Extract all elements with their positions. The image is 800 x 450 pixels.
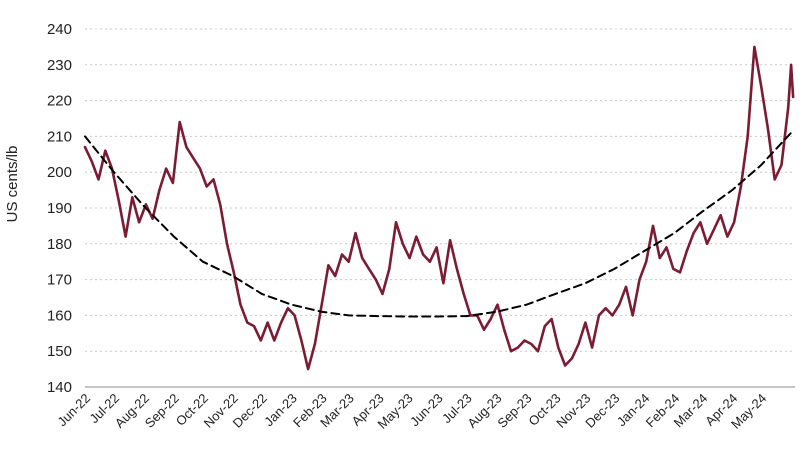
y-tick-label: 200 [47,164,72,181]
y-tick-label: 240 [47,21,72,38]
y-tick-label: 220 [47,93,72,110]
y-tick-label: 140 [47,379,72,396]
x-tick-label: Jun-22 [54,391,93,430]
x-tick-label: Jun-23 [407,391,446,430]
y-tick-label: 210 [47,128,72,145]
x-axis-ticks: Jun-22Jul-22Aug-22Sep-22Oct-22Nov-22Dec-… [54,391,769,432]
y-axis-ticks: 140 150 160 170 180 190 200 210 220 230 240 [47,21,72,396]
trend-line [84,131,793,318]
price-line [83,45,795,371]
y-axis-label: US cents/lb [4,146,21,223]
y-tick-label: 170 [47,272,72,289]
y-tick-label: 160 [47,307,72,324]
y-tick-label: 190 [47,200,72,217]
x-tick-label: Sep-23 [494,391,534,431]
gridlines [85,28,795,352]
y-tick-label: 230 [47,57,72,74]
y-tick-label: 150 [47,343,72,360]
y-tick-label: 180 [47,236,72,253]
series-lines [83,45,795,371]
x-tick-label: Sep-22 [142,391,182,431]
